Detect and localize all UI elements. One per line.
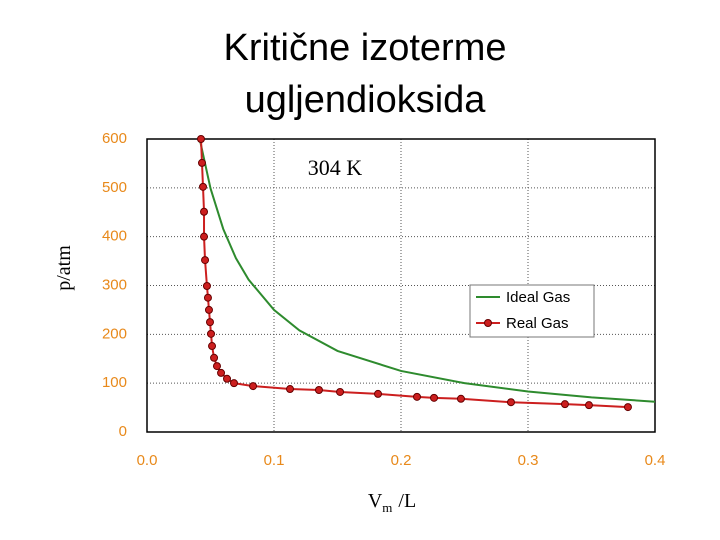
data-point [430, 393, 439, 402]
data-point [223, 374, 232, 383]
y-tick-label: 200 [102, 325, 127, 342]
data-point [200, 232, 209, 241]
x-label-main: V [368, 490, 383, 512]
annotation: 304 K [308, 155, 363, 180]
legend-label: Ideal Gas [506, 289, 570, 306]
data-point [249, 382, 258, 391]
data-point [204, 305, 213, 314]
data-point [374, 389, 383, 398]
data-point [336, 387, 345, 396]
plot-frame [146, 138, 656, 433]
legend-label: Real Gas [506, 315, 569, 332]
y-tick-label: 100 [102, 374, 127, 391]
chart-title: Kritične izoterme [224, 27, 507, 69]
data-point [560, 400, 569, 409]
data-point [200, 207, 209, 216]
data-point [456, 394, 465, 403]
series-line [199, 141, 656, 403]
data-point [506, 398, 515, 407]
x-tick-label: 0.4 [645, 452, 666, 469]
data-point [202, 281, 211, 290]
data-point [623, 403, 632, 412]
data-point [584, 401, 593, 410]
data-point [203, 293, 212, 302]
data-point [196, 135, 205, 143]
data-point [314, 386, 323, 395]
x-tick-label: 0.2 [391, 452, 412, 469]
data-point [205, 318, 214, 327]
data-point [286, 385, 295, 394]
data-point [197, 158, 206, 167]
y-axis-label: p/atm [53, 245, 75, 291]
x-tick-label: 0.3 [518, 452, 539, 469]
x-tick-label: 0.0 [137, 452, 158, 469]
data-point [217, 368, 226, 377]
x-tick-label: 0.1 [264, 452, 285, 469]
data-point [207, 329, 216, 338]
data-point [413, 392, 422, 401]
y-tick-label: 500 [102, 179, 127, 196]
legend-box [469, 284, 595, 338]
data-point [229, 379, 238, 388]
chart-title: ugljendioksida [245, 79, 487, 121]
y-tick-label: 600 [102, 130, 127, 147]
x-label-unit: /L [398, 490, 416, 512]
y-tick-label: 0 [119, 423, 127, 440]
data-point [201, 256, 210, 265]
y-tick-label: 400 [102, 228, 127, 245]
x-axis-label: Vm/L [368, 490, 416, 515]
data-point [199, 182, 208, 191]
data-point [210, 353, 219, 362]
data-point [208, 342, 217, 351]
y-tick-label: 300 [102, 276, 127, 293]
legend-marker [484, 319, 492, 327]
data-point [212, 362, 221, 371]
x-label-sub: m [382, 500, 392, 515]
